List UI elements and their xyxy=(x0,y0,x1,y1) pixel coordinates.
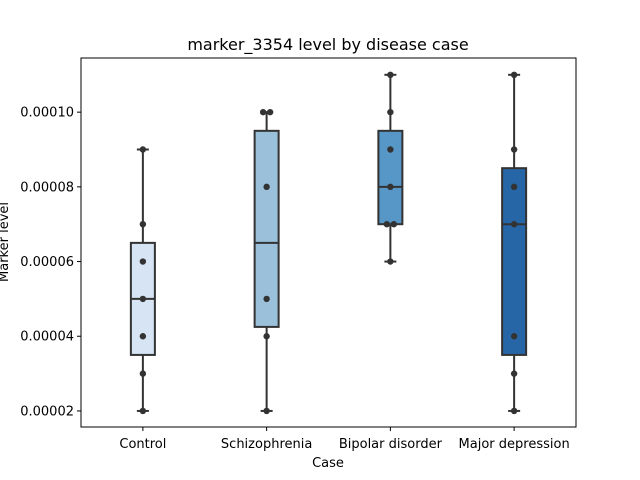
data-point xyxy=(510,71,518,79)
data-point xyxy=(263,295,270,303)
plot-frame xyxy=(80,57,577,428)
data-point xyxy=(510,407,518,415)
x-tick-label: Bipolar disorder xyxy=(339,437,443,452)
data-point xyxy=(139,407,147,415)
chart-title: marker_3354 level by disease case xyxy=(187,35,468,55)
plot-area: 0.00002 0.00004 0.00006 0.00008 0.00010 Contr… xyxy=(20,71,570,452)
data-point xyxy=(263,333,270,340)
data-point xyxy=(266,108,274,116)
data-point xyxy=(383,220,391,228)
data-point xyxy=(139,370,147,377)
y-tick-label: 0.00004 xyxy=(20,330,74,345)
x-axis-label: Case xyxy=(312,456,344,471)
data-point xyxy=(263,183,270,191)
data-point xyxy=(263,407,270,415)
y-axis-label: Marker level xyxy=(0,202,12,282)
data-point xyxy=(510,333,518,340)
data-point xyxy=(510,146,518,153)
data-point xyxy=(510,183,518,191)
x-tick-label: Major depression xyxy=(459,437,570,452)
box xyxy=(253,129,280,328)
y-tick-label: 0.00002 xyxy=(20,404,74,419)
data-point xyxy=(139,295,147,303)
data-point xyxy=(387,108,394,116)
y-tick-label: 0.00006 xyxy=(20,255,74,270)
data-point xyxy=(259,108,267,116)
data-point xyxy=(139,333,147,340)
data-point xyxy=(510,220,518,228)
data-point xyxy=(390,220,398,228)
box xyxy=(501,167,528,356)
data-point xyxy=(387,146,394,153)
box xyxy=(377,129,404,226)
data-point xyxy=(139,258,147,265)
data-point xyxy=(139,220,147,228)
data-point xyxy=(510,370,518,377)
data-point xyxy=(387,258,394,265)
data-point xyxy=(139,146,147,153)
x-tick-label: Schizophrenia xyxy=(221,437,312,452)
data-point xyxy=(387,183,394,191)
y-tick-label: 0.00008 xyxy=(20,180,74,195)
x-tick-label: Control xyxy=(119,437,166,452)
y-tick-label: 0.00010 xyxy=(20,106,74,121)
data-point xyxy=(387,71,394,79)
